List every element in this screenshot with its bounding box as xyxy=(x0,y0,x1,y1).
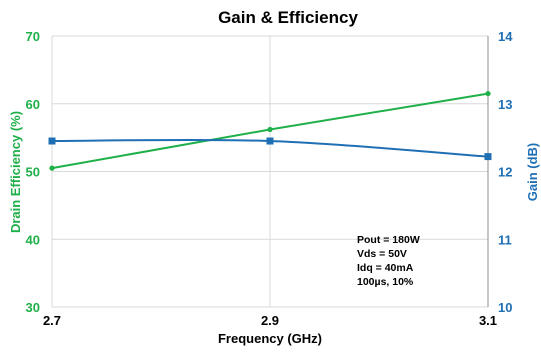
left-y-tick-label: 70 xyxy=(26,29,40,44)
plot-grid xyxy=(51,35,489,308)
plot-series xyxy=(48,90,492,171)
test-conditions-annotation: Pout = 180W Vds = 50V Idq = 40mA 100µs, … xyxy=(357,234,420,288)
x-axis-label: Frequency (GHz) xyxy=(218,331,322,346)
chart-title: Gain & Efficiency xyxy=(218,8,358,27)
x-tick-label: 3.1 xyxy=(479,313,497,328)
x-tick-label: 2.7 xyxy=(43,313,61,328)
axis-ticks: 30 40 50 60 70 2.7 2.9 3.110 11 12 13 14 xyxy=(26,29,514,328)
left-y-tick-label: 40 xyxy=(26,232,40,247)
efficiency-point xyxy=(485,90,491,97)
right-y-tick-label: 14 xyxy=(498,29,513,44)
efficiency-point xyxy=(267,126,273,133)
annotation-line-3: Idq = 40mA xyxy=(357,262,414,274)
left-y-tick-label: 30 xyxy=(26,300,40,315)
annotation-line-1: Pout = 180W xyxy=(357,234,420,246)
x-tick-label: 2.9 xyxy=(261,313,279,328)
right-y-tick-label: 12 xyxy=(498,165,512,180)
right-y-axis-label: Gain (dB) xyxy=(525,143,540,202)
annotation-line-4: 100µs, 10% xyxy=(357,276,414,288)
gain-point xyxy=(484,153,492,161)
left-y-tick-label: 60 xyxy=(26,97,40,112)
annotation-line-2: Vds = 50V xyxy=(357,248,407,260)
gain-point xyxy=(266,137,274,145)
gain-point xyxy=(48,137,56,145)
efficiency-point xyxy=(49,165,55,171)
left-y-axis-label: Drain Efficiency (%) xyxy=(8,111,23,233)
left-y-tick-label: 50 xyxy=(26,165,40,180)
right-y-tick-label: 13 xyxy=(498,97,512,112)
right-y-tick-label: 11 xyxy=(498,232,512,247)
right-y-tick-label: 10 xyxy=(498,300,512,315)
